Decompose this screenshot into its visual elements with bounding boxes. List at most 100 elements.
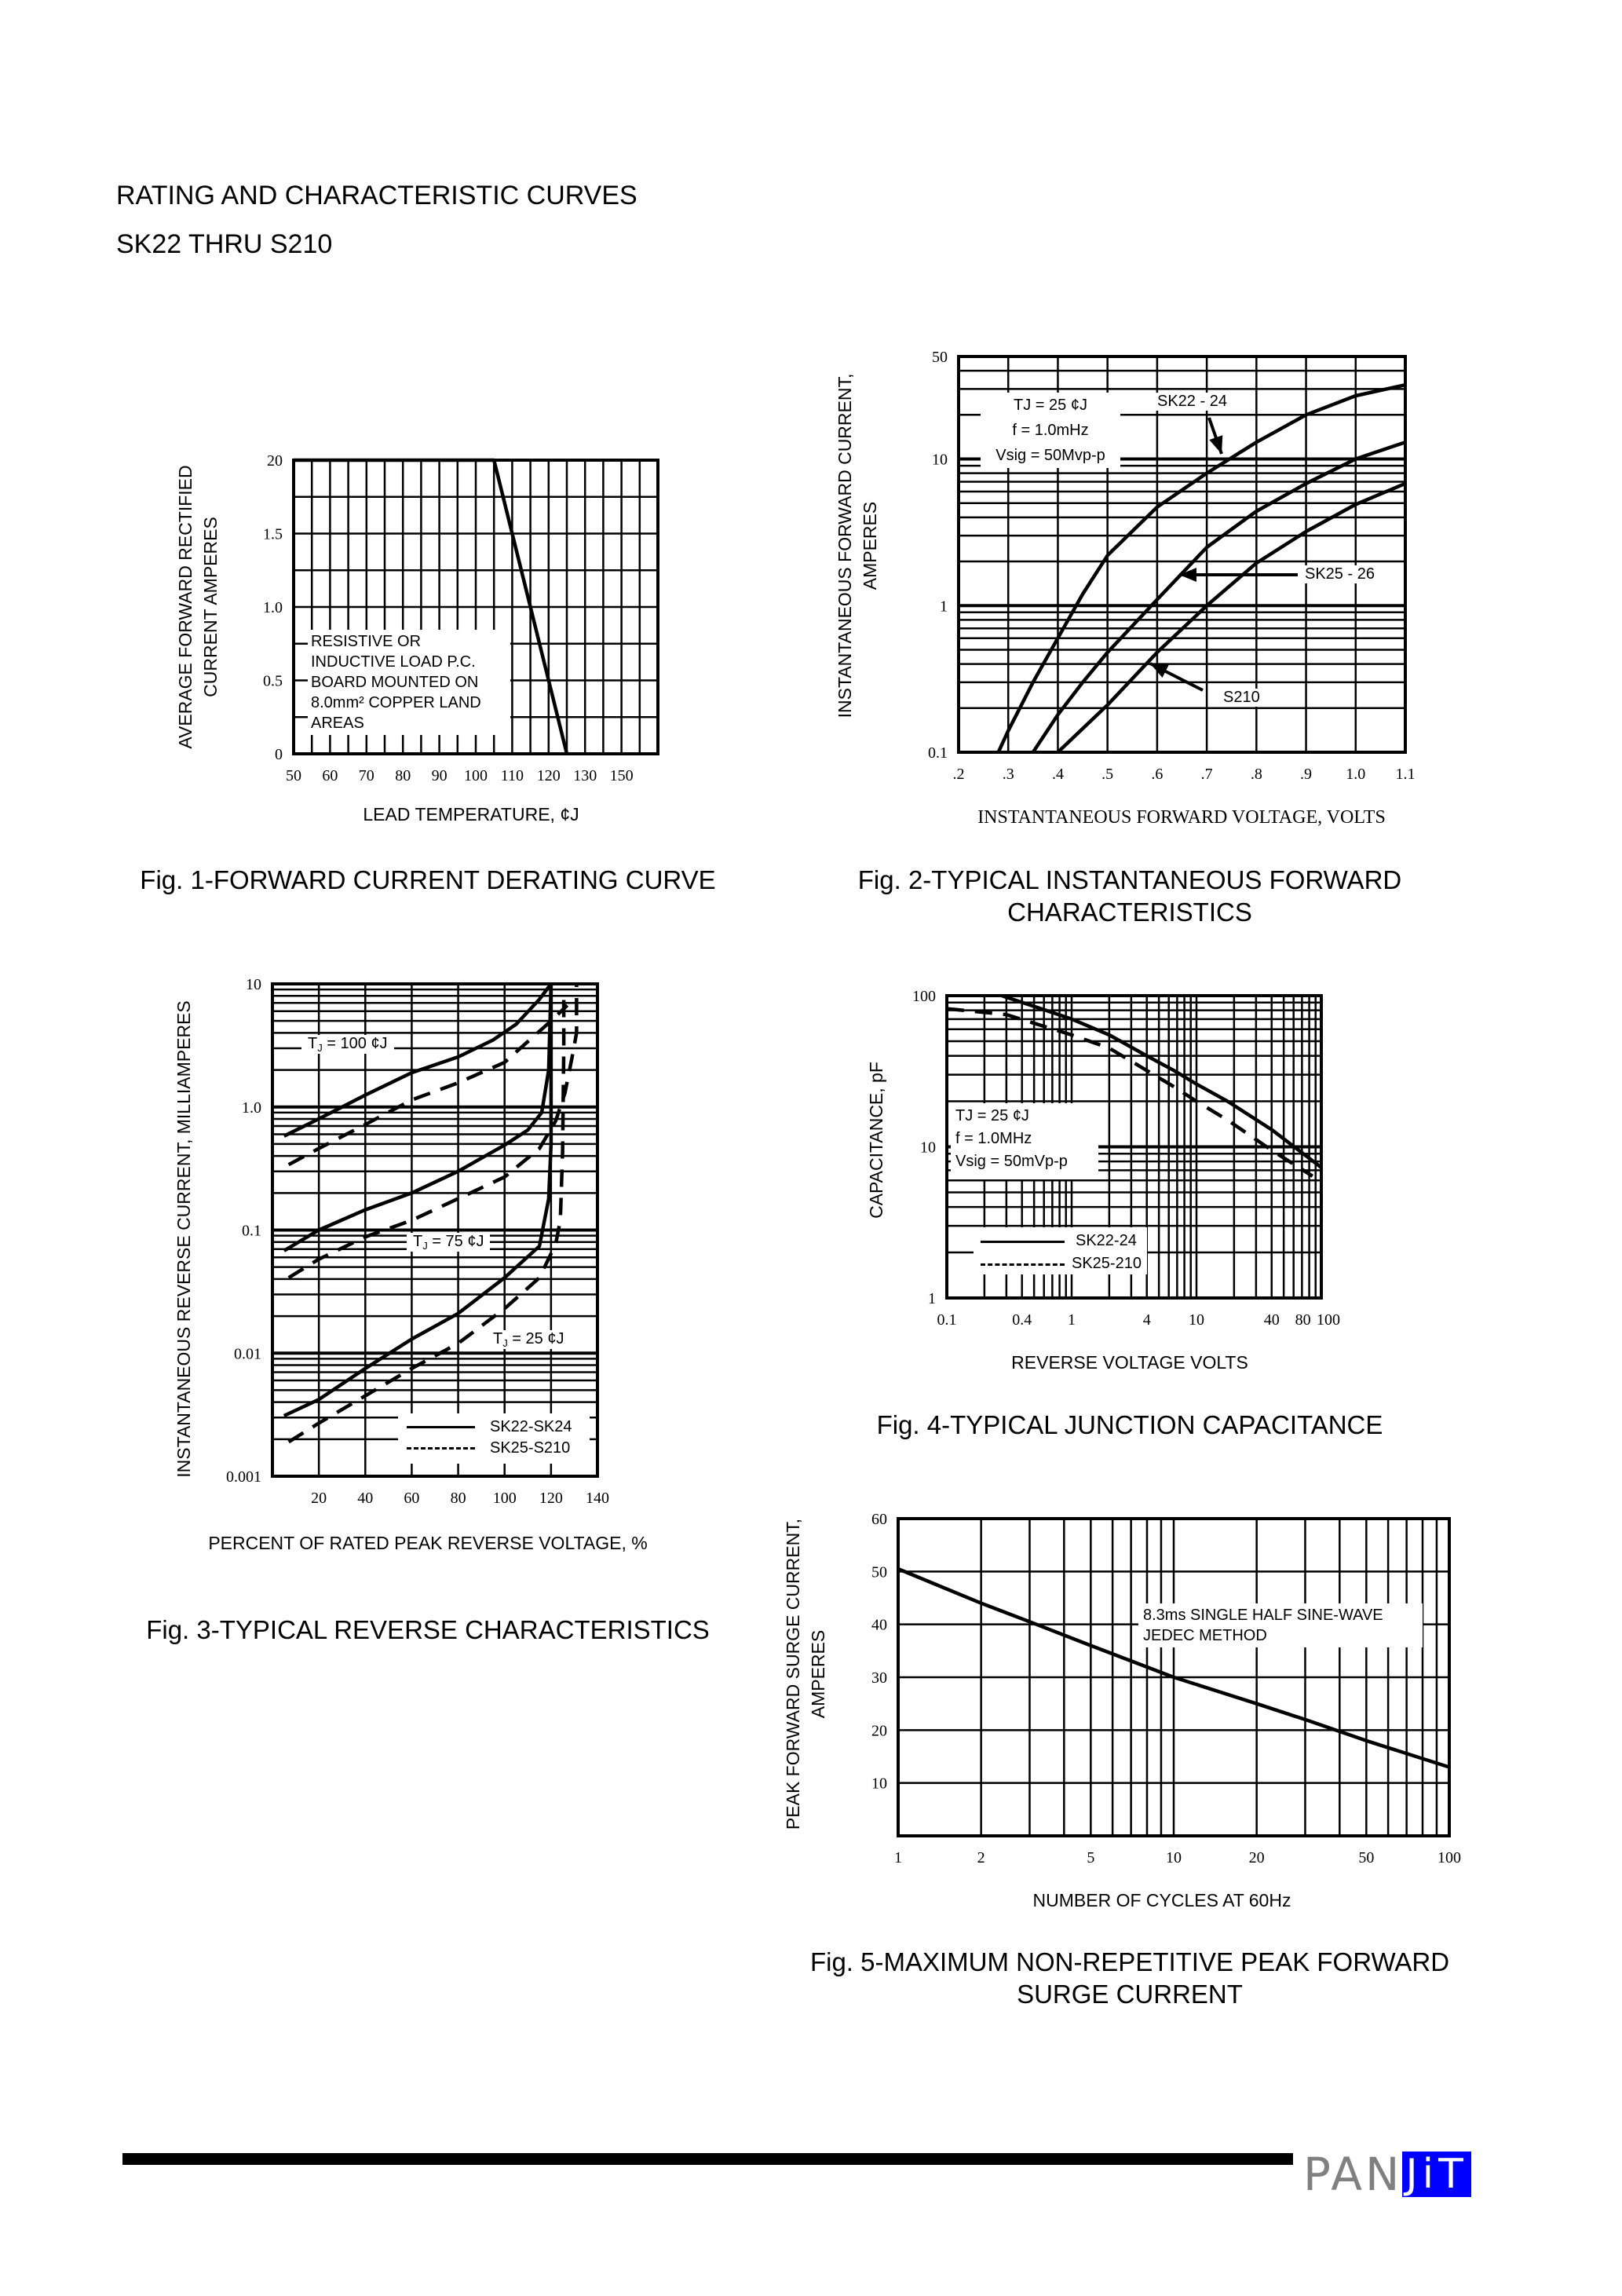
arrow-head-icon <box>1179 568 1196 582</box>
x-tick-label: 0.4 <box>1012 1311 1032 1329</box>
t-symbol: T <box>308 1035 318 1052</box>
y-tick-label: 60 <box>871 1511 887 1528</box>
legend-label: SK22-24 <box>1076 1232 1137 1249</box>
t-symbol: T <box>493 1330 503 1347</box>
fig1-ylabel-line1: AVERAGE FORWARD RECTIFIED <box>175 465 195 749</box>
x-tick-label: 100 <box>1438 1849 1461 1866</box>
legend-dashed-swatch <box>981 1263 1065 1266</box>
x-tick-label: 2 <box>977 1849 985 1866</box>
fig3-condition-25: TJ = 25 ¢J <box>487 1330 571 1349</box>
x-tick-label: 10 <box>1189 1311 1204 1329</box>
x-tick-label: 40 <box>1264 1311 1280 1329</box>
x-tick-label: 1 <box>894 1849 902 1866</box>
fig2-ylabel-line1: INSTANTANEOUS FORWARD CURRENT, <box>835 373 855 718</box>
y-tick-label: 40 <box>871 1617 887 1634</box>
y-tick-label: 10 <box>246 976 261 993</box>
fig2-caption-line1: Fig. 2-TYPICAL INSTANTANEOUS FORWARD <box>857 865 1402 894</box>
temperature: = 100 ¢J <box>322 1035 388 1052</box>
legend-solid-swatch <box>407 1426 475 1428</box>
legend-label: SK22-SK24 <box>490 1418 572 1435</box>
fig3-condition-75: TJ = 75 ¢J <box>407 1233 491 1252</box>
x-tick-label: 150 <box>610 767 634 784</box>
x-tick-label: .7 <box>1201 766 1213 783</box>
legend-label: SK25-S210 <box>490 1439 571 1457</box>
y-tick-label: 30 <box>871 1669 887 1687</box>
x-tick-label: 40 <box>357 1490 373 1507</box>
fig4-xlabel: REVERSE VOLTAGE VOLTS <box>1011 1352 1248 1373</box>
x-tick-label: 130 <box>573 767 597 784</box>
series-line-1 <box>294 458 569 755</box>
temperature: = 25 ¢J <box>507 1330 564 1347</box>
fig1-note-line: 8.0mm² COPPER LAND <box>311 694 481 711</box>
series-line-1 <box>996 383 1406 753</box>
plot-frame <box>957 355 1407 754</box>
y-tick-label: 0.5 <box>263 673 283 690</box>
series-line-1 <box>283 982 553 1138</box>
series-line-1 <box>897 1567 1450 1769</box>
fig2-series-label-sk25: SK25 - 26 <box>1302 565 1378 583</box>
fig2-cond-line: Vsig = 50Mvp-p <box>995 447 1105 464</box>
fig1-note-line: RESISTIVE OR <box>311 633 422 650</box>
x-tick-label: 20 <box>311 1490 327 1507</box>
series-line-6 <box>287 993 566 1444</box>
x-tick-label: 80 <box>451 1490 466 1507</box>
y-tick-label: 50 <box>932 349 948 366</box>
fig4-conditions: TJ = 25 ¢J f = 1.0MHz Vsig = 50mVp-p <box>951 1103 1098 1179</box>
fig4-caption: Fig. 4-TYPICAL JUNCTION CAPACITANCE <box>876 1410 1383 1439</box>
y-tick-label: 1.0 <box>242 1099 261 1117</box>
arrow-head-icon <box>1209 435 1223 454</box>
y-tick-label: 20 <box>871 1722 887 1739</box>
fig1-xlabel: LEAD TEMPERATURE, ¢J <box>363 804 579 824</box>
x-tick-label: 140 <box>586 1490 609 1507</box>
fig5-caption: Fig. 5-MAXIMUM NON-REPETITIVE PEAK FORWA… <box>810 1946 1449 2010</box>
fig1-note-line: INDUCTIVE LOAD P.C. <box>311 653 476 671</box>
x-tick-label: 90 <box>432 767 448 784</box>
footer-rule <box>122 2153 1293 2165</box>
x-tick-label: .6 <box>1151 766 1163 783</box>
temperature: = 75 ¢J <box>427 1233 484 1250</box>
x-tick-label: 80 <box>395 767 411 784</box>
fig3-xlabel: PERCENT OF RATED PEAK REVERSE VOLTAGE, % <box>208 1533 648 1553</box>
y-tick-label: 0 <box>275 746 283 763</box>
x-tick-label: .2 <box>953 766 965 783</box>
plot-frame <box>897 1517 1451 1837</box>
fig3-caption: Fig. 3-TYPICAL REVERSE CHARACTERISTICS <box>146 1615 710 1644</box>
y-tick-label: 50 <box>871 1563 887 1581</box>
x-tick-label: 1 <box>1068 1311 1076 1329</box>
x-tick-label: 60 <box>322 767 338 784</box>
page-title: RATING AND CHARACTERISTIC CURVES <box>116 181 637 210</box>
x-tick-label: 4 <box>1143 1311 1151 1329</box>
y-tick-label: 10 <box>932 452 948 469</box>
plot-frame <box>945 994 1323 1300</box>
fig4-legend: SK22-24 SK25-210 <box>974 1227 1147 1274</box>
fig4-cond-line: f = 1.0MHz <box>955 1130 1032 1147</box>
x-tick-label: 1.1 <box>1396 766 1416 783</box>
fig2-xlabel: INSTANTANEOUS FORWARD VOLTAGE, VOLTS <box>977 807 1386 828</box>
y-tick-label: 20 <box>267 452 283 470</box>
fig2-cond-line: TJ = 25 ¢J <box>1014 397 1087 414</box>
fig2-caption: Fig. 2-TYPICAL INSTANTANEOUS FORWARD CHA… <box>858 864 1401 928</box>
y-tick-label: 1.0 <box>263 599 283 616</box>
fig5-ylabel: PEAK FORWARD SURGE CURRENT, AMPERES <box>780 1519 831 1830</box>
x-tick-label: 100 <box>464 767 488 784</box>
fig5-ylabel-line2: AMPERES <box>808 1629 828 1719</box>
series-line-1 <box>1001 993 1323 1169</box>
panjit-logo: PAN JiT <box>1303 2152 1471 2197</box>
fig5-note-line: JEDEC METHOD <box>1143 1627 1267 1644</box>
fig1-note-line: BOARD MOUNTED ON <box>311 674 479 691</box>
x-tick-label: 5 <box>1087 1849 1094 1866</box>
x-tick-label: 120 <box>537 767 561 784</box>
fig1-ylabel: AVERAGE FORWARD RECTIFIED CURRENT AMPERE… <box>173 465 223 748</box>
series-line-3 <box>1056 481 1406 754</box>
x-tick-label: 0.1 <box>937 1311 957 1329</box>
fig5-caption-line1: Fig. 5-MAXIMUM NON-REPETITIVE PEAK FORWA… <box>809 1947 1450 1976</box>
fig5-plot: 1 2 5 10 20 50 100 10 20 30 40 50 60 <box>871 1511 1461 1866</box>
fig2-arrows <box>1149 417 1298 692</box>
x-tick-label: 10 <box>1166 1849 1182 1866</box>
x-tick-label: 20 <box>1249 1849 1265 1866</box>
series-line-2 <box>946 1007 1314 1178</box>
x-tick-label: 120 <box>539 1490 563 1507</box>
fig2-ylabel-line2: AMPERES <box>860 501 880 590</box>
y-tick-label: 1.5 <box>263 526 283 543</box>
